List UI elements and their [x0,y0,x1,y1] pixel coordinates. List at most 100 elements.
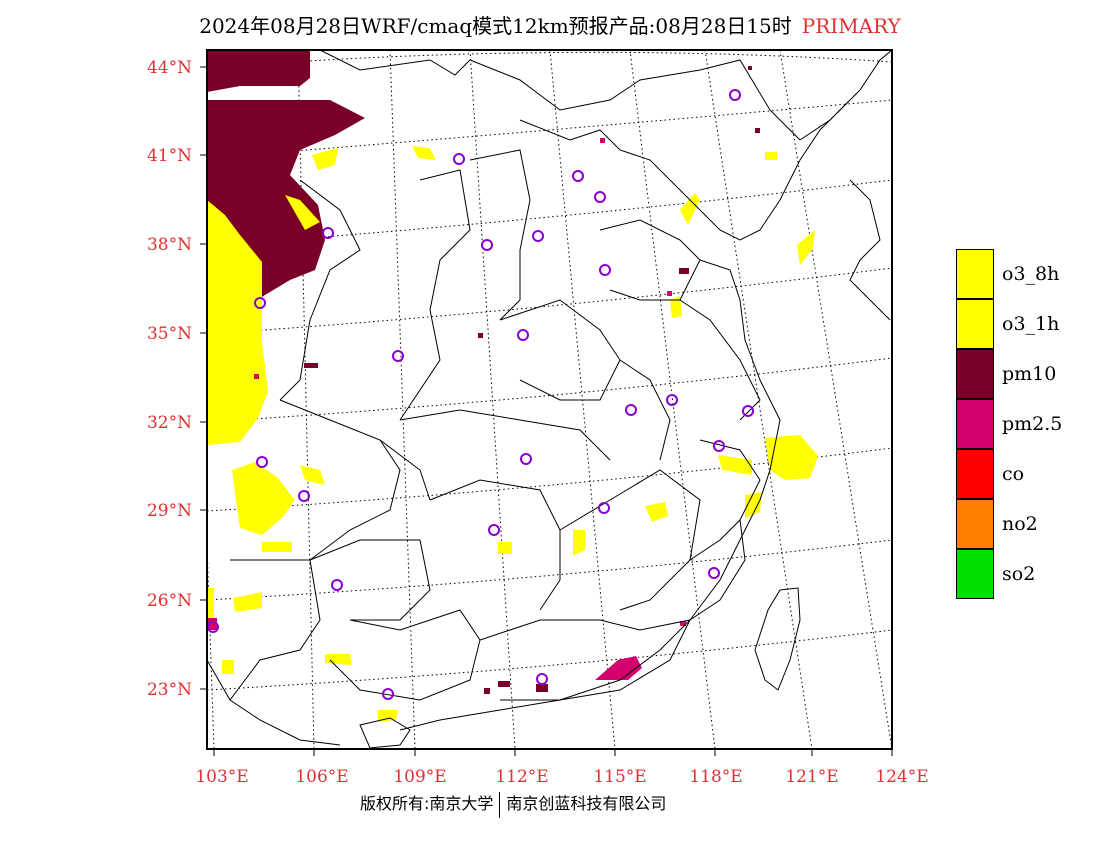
latitude-graticule [207,51,892,691]
city-marker-19 [598,502,610,514]
o3-area-hunan [573,530,585,556]
lon-label-121: 121°E [785,767,838,787]
legend-swatch-co [956,449,994,499]
lon-label-103: 103°E [195,767,248,787]
pm10-spot-8 [748,66,752,70]
copyright-footer: 版权所有:南京大学 南京创蓝科技有限公司 [360,790,666,818]
city-marker-18 [298,490,310,502]
lat-line-35 [207,267,892,335]
city-marker-20 [488,524,500,536]
border-hunan [429,479,561,611]
o3-field [207,146,818,722]
city-marker-8 [599,264,611,276]
o3-spot-1 [222,660,234,674]
city-marker-9 [254,297,266,309]
city-marker-2 [453,153,465,165]
coast-south [399,619,691,731]
city-marker-5 [322,227,334,239]
border-yunnan [229,559,321,701]
legend-label-o3-8h: o3_8h [1002,263,1060,285]
legend-item-no2: no2 [956,499,1076,549]
company-text: 南京创蓝科技有限公司 [506,794,667,813]
o3-area-fujian [745,492,762,518]
border-gansu [279,179,361,401]
o3-area-jiangxi [645,502,668,522]
city-marker-3 [572,170,584,182]
o3-area-sichuan [232,462,295,535]
coast-east [689,259,781,621]
city-marker-13 [625,404,637,416]
lat-label-29: 29°N [147,501,192,521]
o3-area-ordos [285,195,320,230]
border-shandong [599,219,701,301]
o3-area-hainan [378,710,398,722]
lat-line-41 [207,99,892,159]
pm25-area-guangdong [595,656,642,680]
pm25-spot-4 [680,621,686,626]
city-marker-12 [666,394,678,406]
o3-area-yunnan [233,592,262,612]
pm10-spot-6 [478,333,483,338]
legend-swatch-so2 [956,549,994,599]
border-henan [499,299,621,401]
city-marker-1 [729,89,741,101]
border-northeast [799,50,892,141]
legend-item-pm10: pm10 [956,349,1076,399]
legend-item-o3-1h: o3_1h [956,299,1076,349]
lat-label-44: 44°N [147,58,192,78]
map-content [207,50,892,749]
lon-label-106: 106°E [295,767,348,787]
city-marker-22 [331,579,343,591]
border-inner-mongolia [319,50,801,141]
o3-area-shandong [670,296,682,318]
coast-bohai [679,99,851,241]
o3-area-zhejiang [718,455,752,475]
city-marker-10 [517,329,529,341]
map-title: 2024年08月28日WRF/cmaq模式12km预报产品:08月28日15时 P… [0,10,1100,39]
border-shaanxi [399,169,471,421]
border-chongqing [379,439,431,501]
title-tag: PRIMARY [801,14,901,38]
border-hubei [399,409,611,461]
lat-line-23 [207,629,892,691]
o3-area-chongqing [300,465,325,485]
lat-label-32: 32°N [147,413,192,433]
lat-label-35: 35°N [147,324,192,344]
pm10-spot-1 [304,363,318,368]
pm25-spot-3 [667,291,672,296]
legend-label-pm10: pm10 [1002,363,1057,385]
lat-label-23: 23°N [147,680,192,700]
legend-item-co: co [956,449,1076,499]
title-text: 2024年08月28日WRF/cmaq模式12km预报产品:08月28日15时 [199,14,792,38]
border-anhui [619,359,671,461]
lat-label-38: 38°N [147,235,192,255]
lon-line-106 [297,50,315,749]
city-marker-4 [594,191,606,203]
legend-swatch-o3-8h [956,249,994,299]
city-marker-6 [532,230,544,242]
pm10-spot-3 [498,681,510,687]
pm10-spot-2 [679,268,689,274]
legend-item-o3-8h: o3_8h [956,249,1076,299]
o3-spot-5 [765,152,777,160]
border-shanxi [469,149,531,321]
legend-label-o3-1h: o3_1h [1002,313,1060,335]
pm25-spot-2 [254,374,259,379]
pm10-spot-5 [484,688,490,694]
map-frame [206,49,893,750]
lon-line-118 [629,50,716,749]
city-markers [207,89,754,700]
city-marker-25 [382,688,394,700]
lon-line-121 [704,50,813,749]
border-jiangsu [679,299,761,421]
footer-divider [499,791,501,818]
pm10-spot-4 [536,684,548,692]
border-zhejiang [699,439,761,521]
legend-swatch-pm10 [956,349,994,399]
legend-label-so2: so2 [1002,563,1036,585]
pm25-spot-5 [600,138,605,143]
border-beijing-hebei [519,119,681,191]
lon-line-124 [779,50,892,749]
city-marker-21 [708,567,720,579]
pm25-spot-1 [207,618,217,630]
